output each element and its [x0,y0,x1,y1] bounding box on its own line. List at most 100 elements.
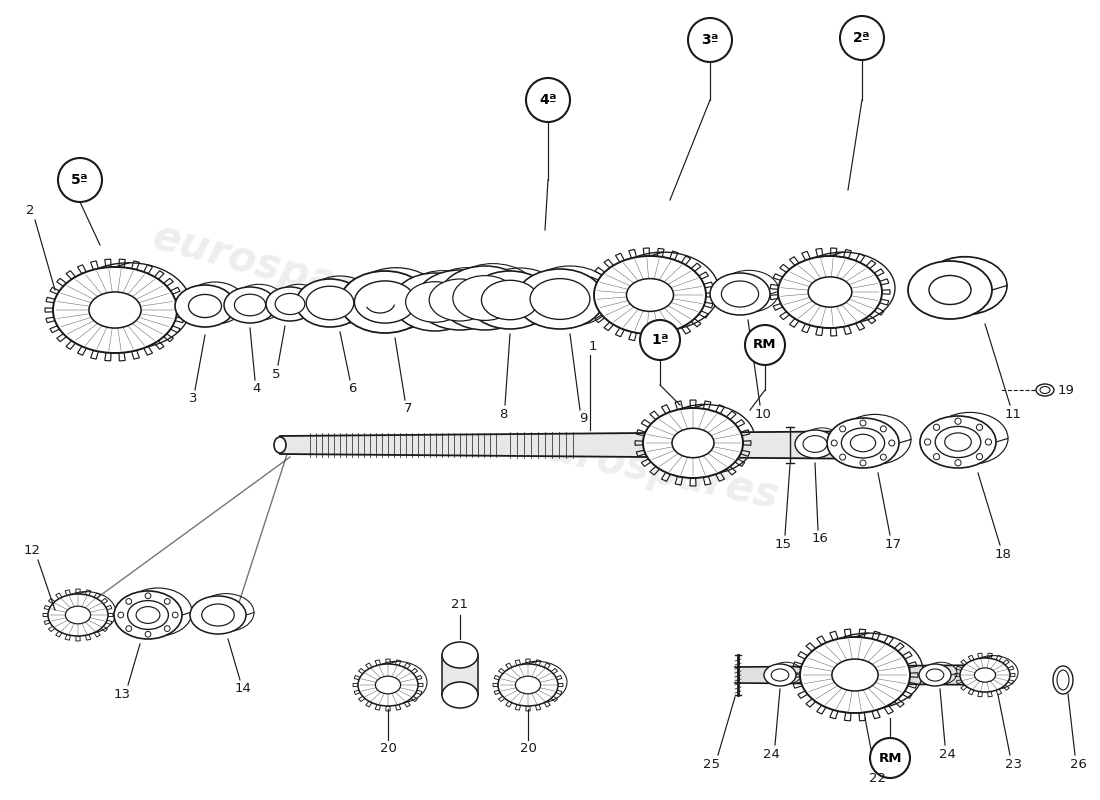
Ellipse shape [190,596,246,634]
Circle shape [860,460,866,466]
Polygon shape [735,665,1000,685]
Ellipse shape [1040,386,1050,394]
Ellipse shape [429,279,491,321]
Circle shape [839,454,846,460]
Circle shape [840,16,884,60]
Ellipse shape [340,271,430,333]
Ellipse shape [1057,670,1069,690]
Circle shape [526,78,570,122]
Text: 8: 8 [498,407,507,421]
Circle shape [173,612,178,618]
Text: 1: 1 [588,341,597,354]
Circle shape [934,454,939,460]
Text: 21: 21 [451,598,469,611]
Ellipse shape [439,266,531,330]
Circle shape [640,320,680,360]
Ellipse shape [224,287,276,323]
Ellipse shape [442,682,478,708]
Text: 9: 9 [579,413,587,426]
Ellipse shape [920,416,996,468]
Ellipse shape [306,286,354,320]
Ellipse shape [960,658,1010,692]
Text: 20: 20 [519,742,537,755]
Ellipse shape [842,428,884,458]
Circle shape [924,439,931,445]
Text: 18: 18 [994,547,1011,561]
Circle shape [745,325,785,365]
Ellipse shape [188,294,221,318]
Text: 12: 12 [23,545,41,558]
Ellipse shape [930,275,971,305]
Ellipse shape [644,408,743,478]
Circle shape [145,593,151,598]
Ellipse shape [114,591,182,639]
Circle shape [688,18,732,62]
Ellipse shape [975,668,996,682]
Text: 24: 24 [938,747,956,761]
Ellipse shape [764,664,796,686]
Ellipse shape [627,278,673,311]
Text: 11: 11 [1004,407,1022,421]
Text: 10: 10 [755,407,771,421]
Ellipse shape [136,606,160,623]
Ellipse shape [442,642,478,668]
Text: 6: 6 [348,382,356,395]
Text: RM: RM [878,751,902,765]
Ellipse shape [918,664,952,686]
Circle shape [870,738,910,778]
Text: 14: 14 [234,682,252,695]
Ellipse shape [53,267,177,353]
Text: 4ª: 4ª [539,93,557,107]
Ellipse shape [266,287,314,321]
Ellipse shape [850,434,876,452]
Circle shape [832,440,837,446]
Ellipse shape [393,273,477,331]
Polygon shape [280,431,890,459]
Text: 7: 7 [404,402,412,415]
Polygon shape [442,655,478,695]
Ellipse shape [48,594,108,636]
Circle shape [955,460,961,466]
Ellipse shape [354,281,416,323]
Ellipse shape [468,271,552,329]
Ellipse shape [945,433,971,451]
Ellipse shape [201,604,234,626]
Ellipse shape [771,669,789,681]
Circle shape [164,626,170,631]
Text: 23: 23 [1004,758,1022,770]
Text: 2: 2 [25,203,34,217]
Text: 5ª: 5ª [72,173,89,187]
Ellipse shape [672,428,714,458]
Circle shape [977,454,982,460]
Circle shape [880,454,887,460]
Ellipse shape [358,664,418,706]
Ellipse shape [498,664,558,706]
Ellipse shape [908,261,992,319]
Text: 5: 5 [272,367,280,381]
Text: 19: 19 [1058,383,1075,397]
Ellipse shape [275,294,305,314]
Ellipse shape [89,292,141,328]
Ellipse shape [274,437,286,453]
Text: 24: 24 [762,747,780,761]
Text: eurospares: eurospares [517,422,783,518]
Circle shape [977,424,982,430]
Text: 13: 13 [113,687,131,701]
Circle shape [880,426,887,432]
Text: 20: 20 [379,742,396,755]
Ellipse shape [795,430,835,458]
Circle shape [955,418,961,424]
Ellipse shape [594,256,706,334]
Ellipse shape [416,270,504,330]
Circle shape [125,598,132,604]
Ellipse shape [296,279,364,327]
Circle shape [145,631,151,637]
Ellipse shape [800,637,910,713]
Circle shape [839,426,846,432]
Ellipse shape [1036,384,1054,396]
Text: 17: 17 [884,538,902,550]
Circle shape [58,158,102,202]
Ellipse shape [778,256,882,328]
Text: 3: 3 [189,393,197,406]
Text: 4: 4 [253,382,261,395]
